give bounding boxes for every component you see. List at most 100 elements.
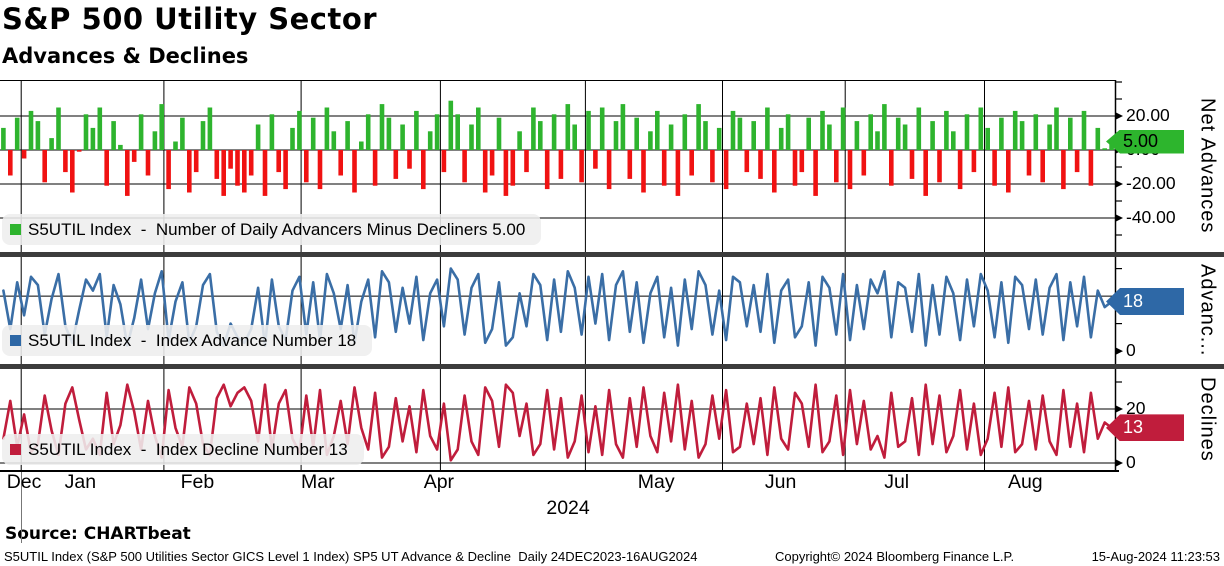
advance-bar [978,107,984,150]
decline-bar [792,150,798,186]
advance-bar [83,114,89,150]
panel-separator[interactable] [0,364,1224,369]
legend-net-advances[interactable]: S5UTIL Index - Number of Daily Advancers… [2,214,542,245]
legend-advances[interactable]: S5UTIL Index - Index Advance Number 18 [2,325,373,356]
decline-bar [861,150,867,176]
x-tick-label: Aug [1007,471,1043,493]
legend-swatch-green [10,224,21,235]
tick-arrow [1115,405,1123,413]
advance-bar [827,124,832,150]
advance-bar [1012,110,1018,150]
legend-declines[interactable]: S5UTIL Index - Index Decline Number 13 [2,434,364,465]
advance-bar [902,124,908,150]
axis-title-declines: Declines [1192,369,1222,470]
advance-bar [751,121,756,150]
advance-bar [1095,127,1101,150]
decline-bar [145,150,151,176]
y-tick-label: -20.00 [1126,173,1176,194]
advance-bar [49,138,54,150]
advance-bar [173,141,178,150]
decline-bar [242,150,247,193]
advance-bar [875,131,880,150]
axis-title-text: Advanc... [1196,264,1219,357]
decline-bar [421,150,426,190]
decline-bar [407,150,412,169]
advance-bar [359,141,364,150]
x-tick-label: Dec [6,471,42,493]
net-advances-last-badge[interactable]: 5.00 [1106,129,1184,154]
decline-bar [661,150,667,186]
footer-copyright: Copyright© 2024 Bloomberg Finance L.P. [775,549,1015,564]
advance-bar [1033,114,1039,150]
decline-bar [1061,150,1066,190]
decline-bar [70,150,75,193]
advance-bar [345,121,350,150]
footer-timestamp: 15-Aug-2024 11:23:53 [1091,549,1220,564]
advance-bar [854,121,860,150]
x-tick-label: Feb [180,471,215,493]
decline-bar [8,150,13,176]
decline-bar [544,150,550,190]
advance-bar [56,107,61,150]
decline-bar [689,150,694,176]
decline-bar [338,150,343,176]
decline-bar [441,150,447,173]
advance-bar [1019,121,1025,150]
advance-bar [737,117,743,150]
advance-bar [152,131,158,150]
decline-bar [462,150,467,183]
advance-bar [778,127,784,150]
decline-bar [304,150,309,183]
decline-bar [627,150,633,179]
advances-last-badge[interactable]: 18 [1106,288,1184,316]
legend-swatch-blue [10,335,21,346]
advance-bar [868,114,873,150]
decline-bar [834,150,839,183]
advance-bar [469,124,474,150]
advance-bar [496,117,502,150]
tick-arrow [1115,347,1123,356]
advance-bar [613,121,619,150]
advance-bar [655,110,660,150]
advance-bar [648,131,653,150]
decline-bar [131,150,137,162]
decline-bar [276,150,281,173]
tick-arrow [1115,459,1123,467]
decline-bar [593,150,598,169]
decline-bar [992,150,997,186]
legend-swatch-red [10,444,21,455]
decline-bar [482,150,488,193]
advance-bar [538,121,543,150]
advance-bar [255,124,261,150]
advance-bar [964,114,970,150]
advance-bar [111,121,116,150]
decline-bar [971,150,977,173]
decline-bar [772,150,777,193]
decline-bar [235,150,240,186]
advance-bar [1068,117,1073,150]
decline-bar [579,150,584,183]
advance-bar [572,124,577,150]
advance-bar [90,127,96,150]
decline-bar [104,150,109,186]
decline-bar [1026,150,1032,176]
advance-bar [1047,124,1052,150]
advance-bar [180,117,185,150]
legend-label: S5UTIL Index - Index Decline Number [28,439,325,459]
advance-bar [785,114,791,150]
advance-bar [930,121,935,150]
decline-bar [489,150,495,176]
advance-bar [565,104,571,150]
decline-bar [641,150,646,193]
panel-separator[interactable] [0,252,1224,257]
advance-bar [951,131,956,150]
declines-last-badge[interactable]: 13 [1106,414,1184,442]
advance-bar [599,107,605,150]
advance-bar [1,127,6,150]
advance-bar [999,117,1004,150]
decline-bar [63,150,68,173]
x-axis-line [0,470,1119,472]
advance-bar [620,104,626,150]
x-tick-label: May [637,471,675,493]
